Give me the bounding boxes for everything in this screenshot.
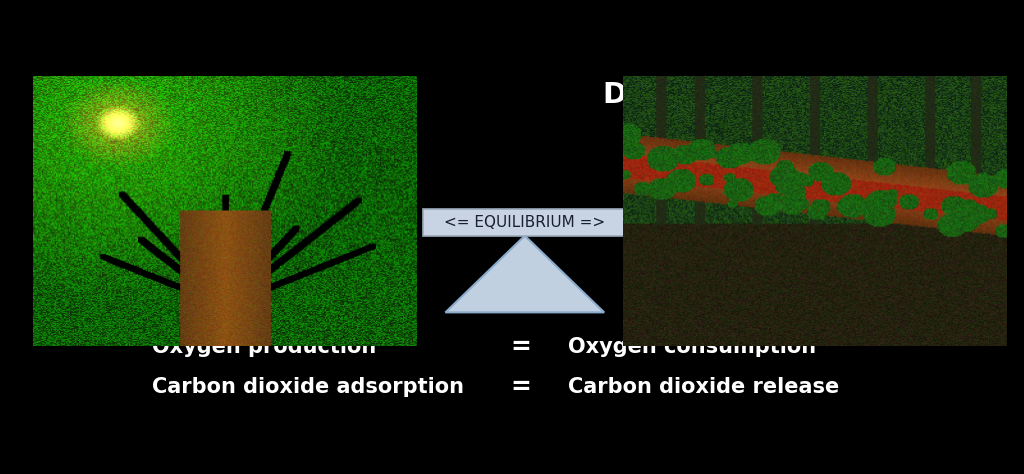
Text: =: =	[510, 375, 531, 399]
Text: =: =	[510, 335, 531, 359]
Text: Carbon dioxide release: Carbon dioxide release	[568, 377, 840, 397]
Text: Decomposing Trees: Decomposing Trees	[603, 81, 923, 109]
Text: Carbon dioxide adsorption: Carbon dioxide adsorption	[152, 377, 464, 397]
Text: Oxygen consumption: Oxygen consumption	[568, 337, 816, 357]
Text: Growing Trees: Growing Trees	[173, 81, 409, 109]
Text: <= EQUILIBRIUM =>: <= EQUILIBRIUM =>	[444, 215, 605, 230]
Bar	[423, 210, 627, 236]
Polygon shape	[445, 236, 604, 312]
Text: Oxygen production: Oxygen production	[152, 337, 376, 357]
